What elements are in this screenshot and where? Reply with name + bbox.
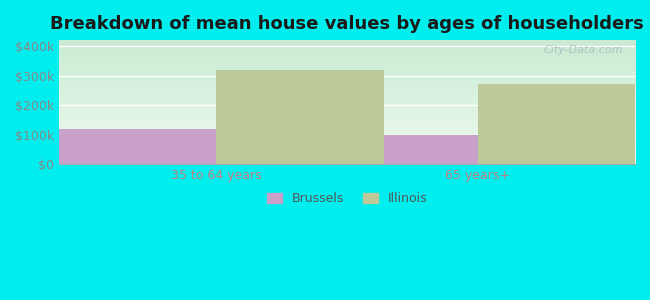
Text: City-Data.com: City-Data.com [544,45,623,55]
Bar [310,135,478,164]
Bar [216,70,384,164]
Title: Breakdown of mean house values by ages of householders: Breakdown of mean house values by ages o… [50,15,644,33]
Bar [478,84,645,164]
Bar [49,129,216,164]
Legend: Brussels, Illinois: Brussels, Illinois [261,187,432,210]
